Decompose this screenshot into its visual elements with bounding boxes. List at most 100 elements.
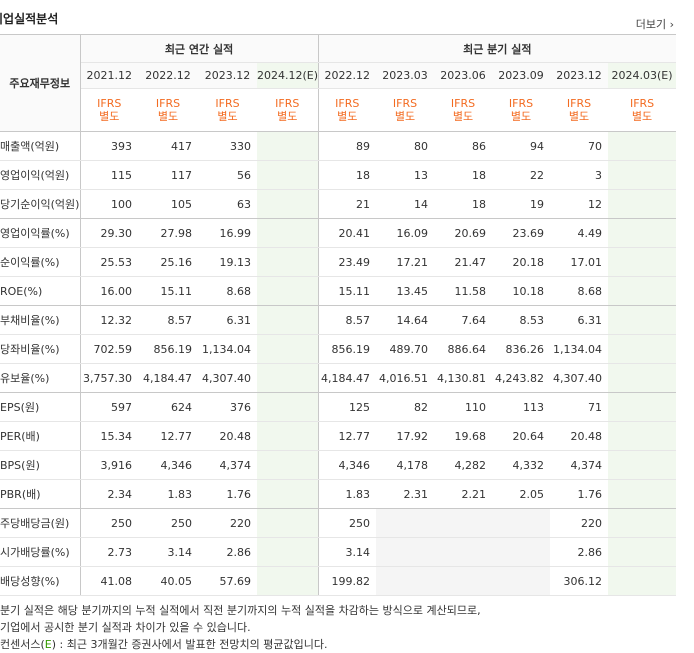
cell-value xyxy=(257,218,319,248)
cell-value: 13 xyxy=(376,160,435,190)
cell-value: 12.32 xyxy=(80,305,138,335)
cell-value: 17.21 xyxy=(376,247,435,277)
footnote-line1: 분기 실적은 해당 분기까지의 누적 실적에서 직전 분기까지의 누적 실적을 … xyxy=(0,604,481,617)
table-row: 유보율(%) 3,757.30 4,184.47 4,307.40 4,184.47 4,… xyxy=(0,363,677,393)
footnote-line3: 컨센서스(E) : 최근 3개월간 증권사에서 발표한 전망치의 평균값입니다. xyxy=(0,638,328,651)
column-ifrs: IFRS 별도 xyxy=(198,88,257,132)
cell-value: 10.18 xyxy=(492,276,551,306)
column-date: 2023.09 xyxy=(492,62,551,89)
cell-value: 110 xyxy=(434,392,493,422)
cell-value: 57.69 xyxy=(198,566,257,596)
table-row: PBR(배) 2.34 1.83 1.76 1.83 2.31 2.21 2.05 1.76 xyxy=(0,479,677,509)
cell-value xyxy=(434,566,493,596)
cell-value: 220 xyxy=(550,508,609,538)
row-label: PER(배) xyxy=(0,421,81,451)
cell-value: 4,374 xyxy=(550,450,609,480)
cell-value: 125 xyxy=(318,392,377,422)
cell-value: 597 xyxy=(80,392,138,422)
cell-value: 4,374 xyxy=(198,450,257,480)
cell-value xyxy=(608,363,677,393)
cell-value xyxy=(608,537,677,567)
cell-value: 1,134.04 xyxy=(198,334,257,364)
cell-value: 15.11 xyxy=(318,276,377,306)
cell-value xyxy=(376,537,435,567)
cell-value: 3 xyxy=(550,160,609,190)
cell-value: 56 xyxy=(198,160,257,190)
cell-value: 4,346 xyxy=(138,450,198,480)
section-header: 기업실적분석 더보기 › xyxy=(0,0,694,34)
cell-value: 25.53 xyxy=(80,247,138,277)
cell-value: 113 xyxy=(492,392,551,422)
cell-value: 15.34 xyxy=(80,421,138,451)
cell-value: 8.68 xyxy=(198,276,257,306)
table-row: 시가배당률(%) 2.73 3.14 2.86 3.14 2.86 xyxy=(0,537,677,567)
row-label: EPS(원) xyxy=(0,392,81,422)
cell-value: 16.99 xyxy=(198,218,257,248)
cell-value: 3.14 xyxy=(318,537,377,567)
row-label: BPS(원) xyxy=(0,450,81,480)
cell-value xyxy=(257,479,319,509)
row-label: PBR(배) xyxy=(0,479,81,509)
table-row: PER(배) 15.34 12.77 20.48 12.77 17.92 19.68 20.6… xyxy=(0,421,677,451)
cell-value: 2.31 xyxy=(376,479,435,509)
cell-value: 702.59 xyxy=(80,334,138,364)
cell-value: 6.31 xyxy=(198,305,257,335)
column-ifrs: IFRS 별도 xyxy=(376,88,435,132)
cell-value xyxy=(434,508,493,538)
cell-value: 306.12 xyxy=(550,566,609,596)
cell-value: 17.92 xyxy=(376,421,435,451)
cell-value: 18 xyxy=(434,160,493,190)
column-date: 2022.12 xyxy=(138,62,198,89)
cell-value: 4,282 xyxy=(434,450,493,480)
cell-value: 40.05 xyxy=(138,566,198,596)
cell-value xyxy=(257,421,319,451)
cell-value: 17.01 xyxy=(550,247,609,277)
row-label: 순이익률(%) xyxy=(0,247,81,277)
cell-value: 2.73 xyxy=(80,537,138,567)
cell-value: 63 xyxy=(198,189,257,219)
row-header: 주요재무정보 xyxy=(0,34,81,132)
cell-value: 3.14 xyxy=(138,537,198,567)
cell-value: 4,243.82 xyxy=(492,363,551,393)
cell-value: 4,346 xyxy=(318,450,377,480)
row-label: 유보율(%) xyxy=(0,363,81,393)
column-date: 2024.03(E) xyxy=(608,62,677,89)
financial-table: 주요재무정보 최근 연간 실적 최근 분기 실적 2021.12 2022.12 2… xyxy=(0,34,677,596)
column-ifrs: IFRS 별도 xyxy=(608,88,677,132)
row-label: 주당배당금(원) xyxy=(0,508,81,538)
cell-value: 20.18 xyxy=(492,247,551,277)
column-ifrs: IFRS 별도 xyxy=(138,88,198,132)
cell-value: 100 xyxy=(80,189,138,219)
cell-value: 4.49 xyxy=(550,218,609,248)
table-row: 당기순이익(억원) 100 105 63 21 14 18 19 12 xyxy=(0,189,677,219)
cell-value: 16.00 xyxy=(80,276,138,306)
table-row: 매출액(억원) 393 417 330 89 80 86 94 70 xyxy=(0,131,677,161)
cell-value xyxy=(376,566,435,596)
section-title: 기업실적분석 xyxy=(0,12,59,26)
cell-value xyxy=(257,537,319,567)
cell-value: 11.58 xyxy=(434,276,493,306)
cell-value: 25.16 xyxy=(138,247,198,277)
row-label: 시가배당률(%) xyxy=(0,537,81,567)
cell-value: 13.45 xyxy=(376,276,435,306)
cell-value xyxy=(257,508,319,538)
cell-value xyxy=(608,160,677,190)
cell-value: 4,332 xyxy=(492,450,551,480)
row-label: ROE(%) xyxy=(0,276,81,306)
cell-value: 12 xyxy=(550,189,609,219)
cell-value: 8.57 xyxy=(318,305,377,335)
cell-value: 250 xyxy=(318,508,377,538)
row-label: 부채비율(%) xyxy=(0,305,81,335)
group-quarter: 최근 분기 실적 xyxy=(318,34,677,63)
cell-value: 16.09 xyxy=(376,218,435,248)
cell-value: 489.70 xyxy=(376,334,435,364)
cell-value: 20.41 xyxy=(318,218,377,248)
cell-value: 1,134.04 xyxy=(550,334,609,364)
cell-value: 89 xyxy=(318,131,377,161)
cell-value xyxy=(257,334,319,364)
more-link[interactable]: 더보기 › xyxy=(635,18,674,31)
cell-value: 20.48 xyxy=(550,421,609,451)
row-label: 당좌비율(%) xyxy=(0,334,81,364)
cell-value: 82 xyxy=(376,392,435,422)
table-row: 배당성향(%) 41.08 40.05 57.69 199.82 306.12 xyxy=(0,566,677,596)
